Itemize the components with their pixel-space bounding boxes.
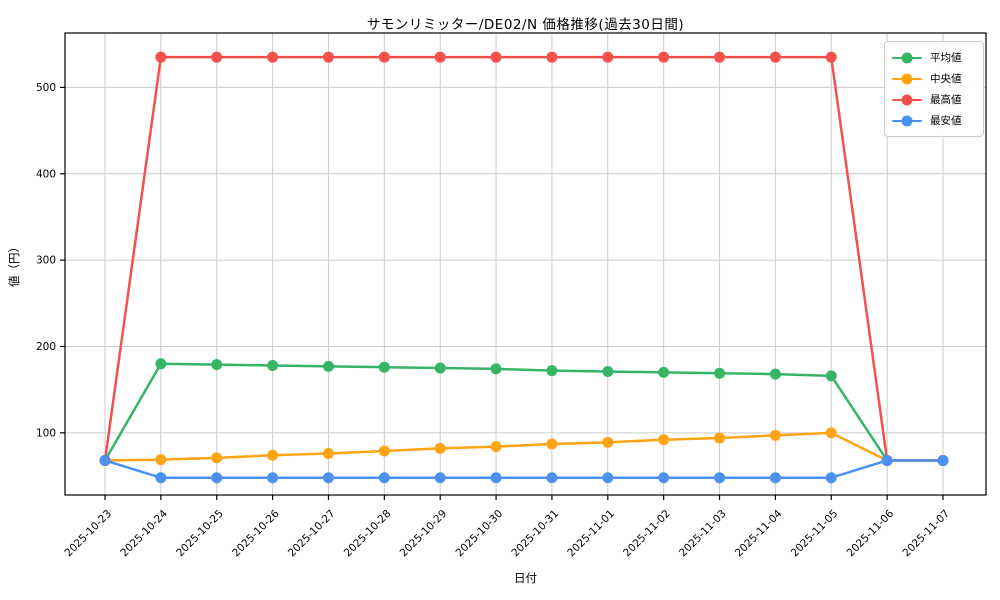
series-line-average — [103, 362, 945, 462]
data-point-average — [658, 366, 670, 378]
data-point-min — [378, 472, 390, 484]
data-point-median — [769, 429, 781, 441]
x-tick-label: 2025-11-06 — [845, 507, 897, 559]
legend-label-median: 中央値 — [930, 73, 962, 85]
x-tick-label: 2025-11-02 — [621, 508, 673, 560]
data-point-min — [825, 472, 837, 484]
data-point-average — [322, 360, 334, 372]
data-point-max — [211, 51, 223, 63]
data-point-median — [714, 432, 726, 444]
data-point-median — [322, 448, 334, 460]
x-tick-label: 2025-11-07 — [900, 508, 952, 560]
data-point-average — [714, 367, 726, 379]
legend-item-min: 最安値 — [892, 110, 974, 131]
x-tick-label: 2025-10-30 — [454, 508, 506, 560]
data-point-max — [602, 51, 614, 63]
data-point-min — [602, 472, 614, 484]
x-tick-label: 2025-10-27 — [286, 508, 338, 560]
data-point-average — [490, 363, 502, 375]
series-line-min — [103, 459, 945, 479]
x-tick-label: 2025-11-03 — [677, 508, 729, 560]
data-point-min — [434, 472, 446, 484]
data-point-max — [434, 51, 446, 63]
data-point-min — [99, 454, 111, 466]
legend-item-median: 中央値 — [892, 68, 974, 89]
x-tick-label: 2025-10-25 — [174, 508, 226, 560]
data-point-average — [769, 368, 781, 380]
y-tick-label: 100 — [36, 427, 56, 439]
data-point-min — [937, 454, 949, 466]
data-point-max — [322, 51, 334, 63]
y-tick-label: 200 — [36, 341, 56, 353]
data-point-average — [825, 370, 837, 382]
data-point-median — [155, 454, 167, 466]
data-point-max — [378, 51, 390, 63]
data-point-median — [211, 452, 223, 464]
x-tick-label: 2025-10-31 — [509, 508, 561, 560]
legend-marker-max-icon — [892, 94, 922, 106]
legend: 平均値 中央値 最高値 最安値 — [884, 41, 984, 137]
y-tick-label: 300 — [36, 255, 56, 267]
data-point-average — [602, 366, 614, 378]
legend-marker-median-icon — [892, 73, 922, 85]
x-tick-label: 2025-10-28 — [342, 508, 394, 560]
data-point-median — [825, 427, 837, 439]
y-tick-label: 400 — [36, 168, 56, 180]
data-point-min — [322, 472, 334, 484]
legend-marker-average-icon — [892, 52, 922, 64]
data-point-median — [267, 449, 279, 461]
x-tick-label: 2025-10-26 — [230, 507, 282, 559]
x-tick-label: 2025-10-23 — [62, 508, 114, 560]
data-point-max — [155, 51, 167, 63]
x-axis-label: 日付 — [514, 571, 537, 585]
data-point-min — [267, 472, 279, 484]
data-point-average — [546, 365, 558, 377]
data-point-median — [490, 441, 502, 453]
data-point-max — [490, 51, 502, 63]
data-point-max — [714, 51, 726, 63]
data-point-min — [881, 454, 893, 466]
data-point-min — [714, 472, 726, 484]
data-point-median — [602, 436, 614, 448]
data-point-max — [546, 51, 558, 63]
data-point-min — [155, 472, 167, 484]
plot-border — [64, 32, 987, 496]
x-tick-label: 2025-11-04 — [733, 507, 785, 559]
data-point-min — [658, 472, 670, 484]
x-tick-label: 2025-11-05 — [789, 508, 841, 560]
data-point-median — [378, 445, 390, 457]
data-point-max — [769, 51, 781, 63]
data-point-average — [155, 358, 167, 370]
x-tick-label: 2025-10-29 — [398, 508, 450, 560]
legend-label-average: 平均値 — [930, 52, 962, 64]
data-point-average — [267, 359, 279, 371]
data-point-average — [378, 361, 390, 373]
chart-title: サモンリミッター/DE02/N 価格推移(過去30日間) — [366, 17, 685, 33]
y-axis-label: 値（円） — [7, 241, 21, 287]
x-tick-label: 2025-11-01 — [565, 508, 617, 560]
data-point-min — [769, 472, 781, 484]
y-tick-label: 500 — [36, 82, 56, 94]
data-point-max — [267, 51, 279, 63]
data-point-average — [211, 359, 223, 371]
data-point-median — [546, 438, 558, 450]
data-point-median — [658, 434, 670, 446]
data-point-average — [434, 362, 446, 374]
data-point-median — [434, 442, 446, 454]
data-point-max — [658, 51, 670, 63]
data-point-min — [211, 472, 223, 484]
data-point-max — [825, 51, 837, 63]
legend-item-max: 最高値 — [892, 89, 974, 110]
data-point-min — [546, 472, 558, 484]
data-point-min — [490, 472, 502, 484]
legend-label-max: 最高値 — [930, 94, 962, 106]
legend-marker-min-icon — [892, 115, 922, 127]
series-line-median — [103, 431, 945, 462]
x-tick-label: 2025-10-24 — [118, 507, 170, 559]
series-line-max — [103, 55, 945, 462]
legend-item-average: 平均値 — [892, 47, 974, 68]
legend-label-min: 最安値 — [930, 115, 962, 127]
